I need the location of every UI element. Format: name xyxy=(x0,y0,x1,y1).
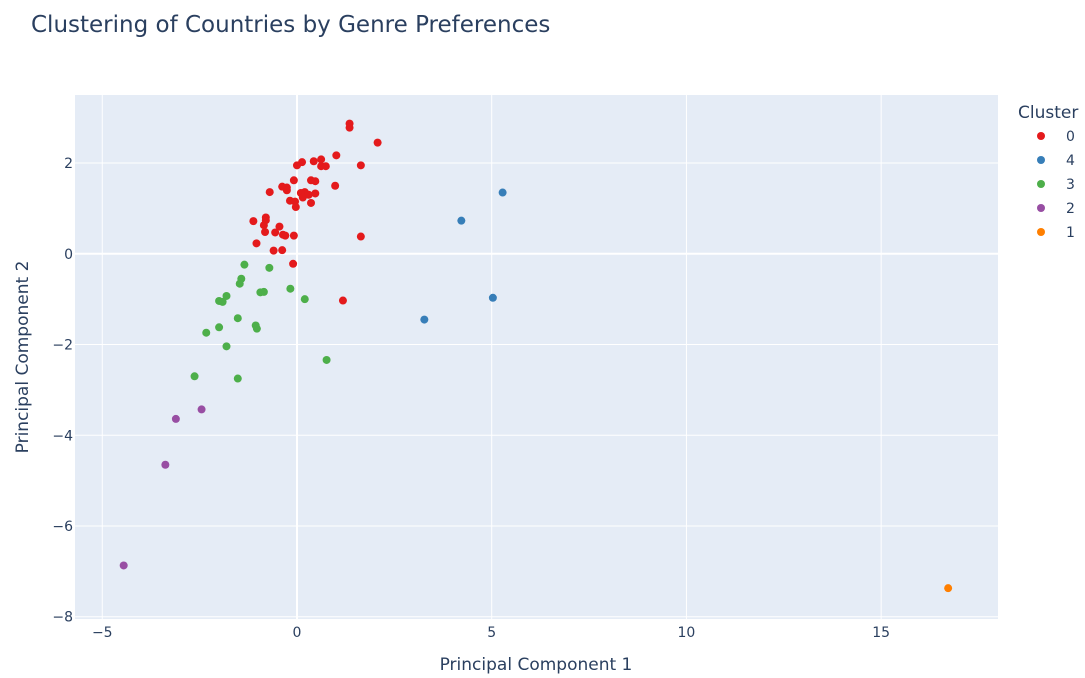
data-point[interactable] xyxy=(307,198,316,207)
x-tick-label: 0 xyxy=(293,625,302,641)
data-point[interactable] xyxy=(317,155,326,164)
data-point[interactable] xyxy=(259,287,268,296)
data-point[interactable] xyxy=(282,186,291,195)
data-point[interactable] xyxy=(420,315,429,324)
y-tick-label: −2 xyxy=(52,338,73,354)
legend-marker xyxy=(1037,180,1045,188)
y-tick-label: 2 xyxy=(64,156,73,172)
data-point[interactable] xyxy=(235,279,244,288)
data-point[interactable] xyxy=(190,372,199,381)
data-point[interactable] xyxy=(311,189,320,198)
data-point[interactable] xyxy=(161,460,170,469)
data-point[interactable] xyxy=(298,193,307,202)
y-tick-label: −6 xyxy=(52,519,73,535)
data-point[interactable] xyxy=(171,414,180,423)
legend-item-cluster-0[interactable]: 0 xyxy=(1037,129,1075,145)
data-point[interactable] xyxy=(292,161,301,170)
data-point[interactable] xyxy=(338,296,347,305)
data-point[interactable] xyxy=(457,216,466,225)
data-point[interactable] xyxy=(345,123,354,132)
data-point[interactable] xyxy=(218,297,227,306)
data-point[interactable] xyxy=(119,561,128,570)
data-point[interactable] xyxy=(291,203,300,212)
x-tick-label: −5 xyxy=(92,625,113,641)
data-point[interactable] xyxy=(332,151,341,160)
data-point[interactable] xyxy=(215,323,224,332)
data-point[interactable] xyxy=(331,181,340,190)
series-cluster-3 xyxy=(190,260,331,383)
data-point[interactable] xyxy=(222,291,231,300)
data-point[interactable] xyxy=(233,374,242,383)
data-point[interactable] xyxy=(252,324,261,333)
legend-title: Cluster xyxy=(1018,103,1078,123)
legend-marker xyxy=(1037,132,1045,140)
legend-label: 3 xyxy=(1066,177,1075,193)
legend-label: 0 xyxy=(1066,129,1075,145)
data-point[interactable] xyxy=(488,293,497,302)
data-point[interactable] xyxy=(289,259,298,268)
data-point[interactable] xyxy=(240,260,249,269)
series-cluster-4 xyxy=(420,188,507,324)
x-tick-label: 5 xyxy=(487,625,496,641)
data-point[interactable] xyxy=(373,138,382,147)
legend-item-cluster-4[interactable]: 4 xyxy=(1037,153,1075,169)
data-point[interactable] xyxy=(300,295,309,304)
legend-marker xyxy=(1037,228,1045,236)
series-cluster-1 xyxy=(944,584,953,593)
legend-marker xyxy=(1037,204,1045,212)
data-point[interactable] xyxy=(269,246,278,255)
data-point[interactable] xyxy=(321,162,330,171)
data-point[interactable] xyxy=(233,314,242,323)
data-point[interactable] xyxy=(498,188,507,197)
y-tick-label: 0 xyxy=(64,247,73,263)
legend-label: 2 xyxy=(1066,201,1075,217)
data-point[interactable] xyxy=(202,328,211,337)
y-tick-label: −8 xyxy=(52,610,73,626)
y-tick-label: −4 xyxy=(52,428,73,444)
data-point[interactable] xyxy=(311,177,320,186)
data-point[interactable] xyxy=(265,188,274,197)
legend-marker xyxy=(1037,156,1045,164)
data-point[interactable] xyxy=(286,284,295,293)
legend-label: 4 xyxy=(1066,153,1075,169)
data-point[interactable] xyxy=(197,405,206,414)
data-point[interactable] xyxy=(275,222,284,231)
legend-label: 1 xyxy=(1066,225,1075,241)
data-point[interactable] xyxy=(356,161,365,170)
legend-item-cluster-1[interactable]: 1 xyxy=(1037,225,1075,241)
y-axis-ticks: 2 0 −2 −4 −6 −8 xyxy=(52,156,73,626)
data-point[interactable] xyxy=(261,228,270,237)
x-axis-label: Principal Component 1 xyxy=(440,655,633,675)
legend[interactable]: Cluster 0 4 3 2 1 xyxy=(1018,103,1078,241)
data-point[interactable] xyxy=(265,263,274,272)
data-points xyxy=(119,119,953,593)
data-point[interactable] xyxy=(222,342,231,351)
series-cluster-0 xyxy=(249,119,382,305)
data-point[interactable] xyxy=(322,355,331,364)
x-tick-label: 10 xyxy=(678,625,696,641)
data-point[interactable] xyxy=(309,157,318,166)
data-point[interactable] xyxy=(259,221,268,230)
legend-item-cluster-2[interactable]: 2 xyxy=(1037,201,1075,217)
y-axis-label: Principal Component 2 xyxy=(13,261,33,454)
data-point[interactable] xyxy=(252,239,261,248)
plot-area xyxy=(75,95,998,619)
series-cluster-2 xyxy=(119,405,206,570)
data-point[interactable] xyxy=(289,176,298,185)
data-point[interactable] xyxy=(278,246,287,255)
data-point[interactable] xyxy=(289,231,298,240)
x-axis-ticks: −5 0 5 10 15 xyxy=(92,625,890,641)
data-point[interactable] xyxy=(249,217,258,226)
data-point[interactable] xyxy=(271,228,280,237)
x-tick-label: 15 xyxy=(872,625,890,641)
legend-item-cluster-3[interactable]: 3 xyxy=(1037,177,1075,193)
data-point[interactable] xyxy=(944,584,953,593)
chart-title: Clustering of Countries by Genre Prefere… xyxy=(31,12,550,38)
data-point[interactable] xyxy=(281,231,290,240)
data-point[interactable] xyxy=(356,232,365,241)
